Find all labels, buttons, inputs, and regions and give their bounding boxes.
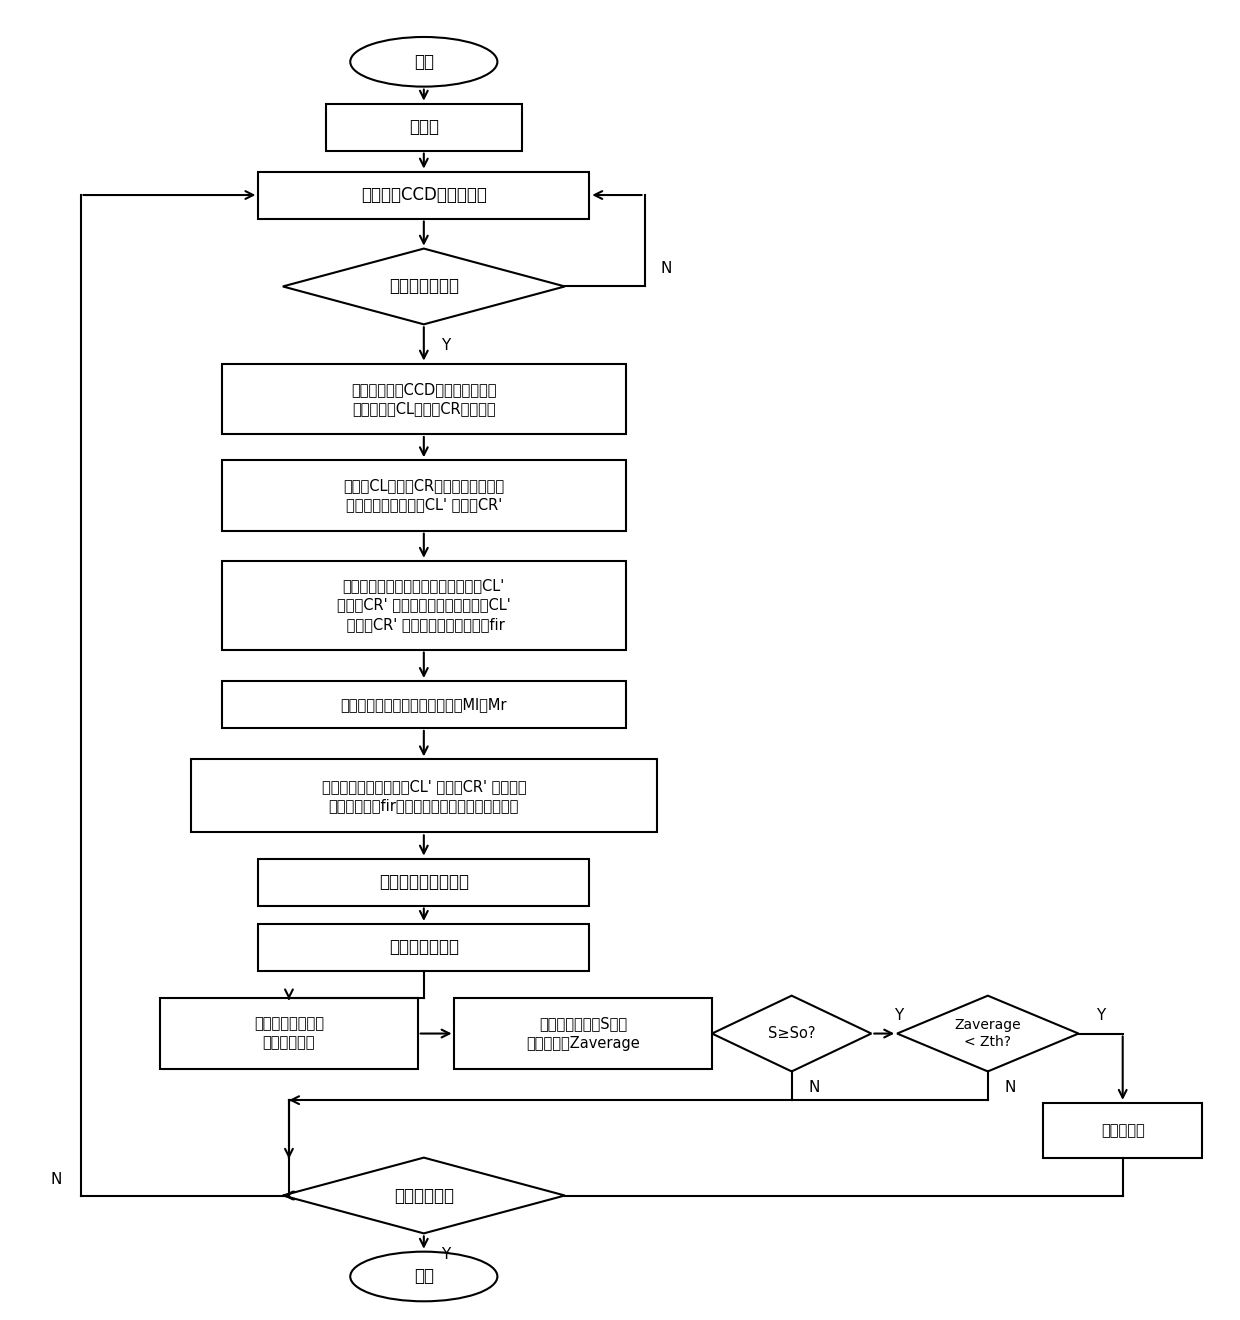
Text: 打开两个CCD摄像机电源: 打开两个CCD摄像机电源 xyxy=(361,186,487,205)
Text: 接到检测指令？: 接到检测指令？ xyxy=(389,277,459,296)
Ellipse shape xyxy=(350,37,497,87)
FancyBboxPatch shape xyxy=(1043,1102,1203,1158)
FancyBboxPatch shape xyxy=(222,561,626,649)
Text: N: N xyxy=(661,260,672,276)
Text: N: N xyxy=(808,1080,820,1094)
Text: 对图像CL和图像CR进行畸变校正，获
得两帧校正后的图像CL' 和图像CR': 对图像CL和图像CR进行畸变校正，获 得两帧校正后的图像CL' 和图像CR' xyxy=(343,478,505,512)
FancyBboxPatch shape xyxy=(222,681,626,727)
FancyBboxPatch shape xyxy=(222,363,626,434)
FancyBboxPatch shape xyxy=(222,461,626,531)
Text: 障碍物报警: 障碍物报警 xyxy=(1101,1123,1145,1138)
Text: S≥So?: S≥So? xyxy=(768,1026,816,1041)
FancyBboxPatch shape xyxy=(326,103,522,150)
FancyBboxPatch shape xyxy=(258,924,589,970)
FancyBboxPatch shape xyxy=(191,759,657,833)
Text: 计算障碍物面积S和对
应碰撞距离Zaverage: 计算障碍物面积S和对 应碰撞距离Zaverage xyxy=(526,1016,640,1051)
Text: 调用立体匹配子流程对校正后的图像CL'
和图像CR' 进行立体匹配，得到图像CL'
 和图像CR' 中所有像素点对应关系fir: 调用立体匹配子流程对校正后的图像CL' 和图像CR' 进行立体匹配，得到图像CL… xyxy=(337,578,511,632)
FancyBboxPatch shape xyxy=(160,998,418,1069)
Text: Y: Y xyxy=(441,1247,450,1262)
Text: 根据匹配后得到的图像CL' 和图像CR' 中所有像
素点对应关系fir，寻找两幅图像所有对应像素点: 根据匹配后得到的图像CL' 和图像CR' 中所有像 素点对应关系fir，寻找两幅… xyxy=(321,779,526,813)
Text: 开始: 开始 xyxy=(414,53,434,71)
Text: 分别计算两个摄像机的投影矩阵Ml和Mr: 分别计算两个摄像机的投影矩阵Ml和Mr xyxy=(341,697,507,711)
Text: N: N xyxy=(51,1172,62,1187)
Text: 进行场景的三维重建: 进行场景的三维重建 xyxy=(379,873,469,891)
Polygon shape xyxy=(712,995,872,1072)
Text: N: N xyxy=(1004,1080,1016,1094)
Text: 结束: 结束 xyxy=(414,1267,434,1286)
Text: 初始化: 初始化 xyxy=(409,117,439,136)
Text: 同步采集两个CCD摄像机各自输出
的一帧图像CL和图像CR，并储存: 同步采集两个CCD摄像机各自输出 的一帧图像CL和图像CR，并储存 xyxy=(351,381,496,416)
Text: 障碍物区域筛选: 障碍物区域筛选 xyxy=(389,939,459,957)
Ellipse shape xyxy=(350,1251,497,1302)
FancyBboxPatch shape xyxy=(455,998,712,1069)
Text: 建立并输出障碍物
位置信息图像: 建立并输出障碍物 位置信息图像 xyxy=(254,1016,324,1051)
Text: Y: Y xyxy=(894,1007,903,1023)
Text: 有关机指令？: 有关机指令？ xyxy=(394,1187,454,1205)
Polygon shape xyxy=(283,248,565,325)
FancyBboxPatch shape xyxy=(258,172,589,219)
Text: Y: Y xyxy=(441,338,450,352)
Polygon shape xyxy=(897,995,1079,1072)
FancyBboxPatch shape xyxy=(258,858,589,906)
Polygon shape xyxy=(283,1158,565,1233)
Text: Y: Y xyxy=(1096,1007,1105,1023)
Text: Zaverage
< Zth?: Zaverage < Zth? xyxy=(955,1019,1022,1048)
